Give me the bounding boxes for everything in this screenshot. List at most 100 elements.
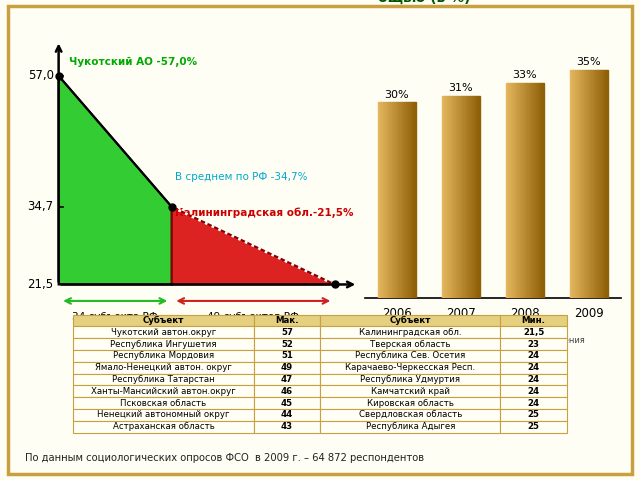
Bar bbox=[511, 83, 512, 298]
Bar bbox=[471, 96, 472, 298]
Bar bbox=[392, 102, 393, 298]
Bar bbox=[532, 83, 534, 298]
Bar bbox=[515, 83, 516, 298]
Bar bbox=[582, 70, 584, 298]
Bar bbox=[600, 70, 602, 298]
Bar bbox=[521, 83, 522, 298]
Bar bbox=[466, 96, 467, 298]
Bar bbox=[476, 96, 477, 298]
Bar bbox=[380, 102, 381, 298]
Bar bbox=[506, 83, 507, 298]
Bar bbox=[512, 83, 513, 298]
Bar bbox=[572, 70, 573, 298]
Bar bbox=[443, 96, 444, 298]
Bar bbox=[399, 102, 401, 298]
Bar bbox=[531, 83, 532, 298]
Bar bbox=[580, 70, 581, 298]
Text: 49 субъектов РФ: 49 субъектов РФ bbox=[207, 312, 300, 322]
Bar bbox=[453, 96, 454, 298]
Bar bbox=[479, 96, 480, 298]
Bar bbox=[456, 96, 457, 298]
Bar bbox=[462, 96, 463, 298]
Bar bbox=[535, 83, 536, 298]
Text: По данным социологических опросов ФСО  в 2009 г. – 64 872 респондентов: По данным социологических опросов ФСО в … bbox=[25, 454, 424, 463]
Bar bbox=[467, 96, 468, 298]
Polygon shape bbox=[172, 207, 335, 285]
Bar bbox=[415, 102, 416, 298]
Text: ощью (в %): ощью (в %) bbox=[378, 0, 470, 5]
Bar bbox=[605, 70, 607, 298]
Bar bbox=[577, 70, 579, 298]
Bar bbox=[598, 70, 599, 298]
Bar bbox=[381, 102, 383, 298]
Bar bbox=[540, 83, 541, 298]
Bar bbox=[452, 96, 453, 298]
Text: 35%: 35% bbox=[577, 57, 601, 67]
Bar bbox=[389, 102, 390, 298]
Text: В среднем по РФ -34,7%: В среднем по РФ -34,7% bbox=[175, 172, 308, 182]
Bar bbox=[604, 70, 605, 298]
Bar bbox=[442, 96, 443, 298]
Bar bbox=[513, 83, 515, 298]
Bar bbox=[410, 102, 411, 298]
Bar bbox=[536, 83, 538, 298]
Bar bbox=[534, 83, 535, 298]
Bar bbox=[404, 102, 406, 298]
Bar bbox=[398, 102, 399, 298]
Bar bbox=[595, 70, 596, 298]
Bar bbox=[585, 70, 586, 298]
Bar bbox=[445, 96, 447, 298]
Bar bbox=[477, 96, 479, 298]
Bar bbox=[539, 83, 540, 298]
Bar bbox=[522, 83, 524, 298]
Bar bbox=[465, 96, 466, 298]
Text: 33%: 33% bbox=[513, 70, 537, 80]
Text: 57,0: 57,0 bbox=[28, 69, 54, 83]
Bar bbox=[412, 102, 413, 298]
Bar bbox=[571, 70, 572, 298]
Bar bbox=[393, 102, 394, 298]
Bar bbox=[594, 70, 595, 298]
Bar bbox=[444, 96, 445, 298]
Bar bbox=[603, 70, 604, 298]
Bar bbox=[516, 83, 517, 298]
Bar bbox=[529, 83, 530, 298]
Bar bbox=[472, 96, 474, 298]
Bar bbox=[470, 96, 471, 298]
Bar bbox=[508, 83, 509, 298]
Bar bbox=[509, 83, 511, 298]
Bar bbox=[541, 83, 543, 298]
Bar bbox=[463, 96, 465, 298]
Bar bbox=[507, 83, 508, 298]
Bar bbox=[454, 96, 456, 298]
Bar bbox=[525, 83, 526, 298]
Bar bbox=[383, 102, 384, 298]
Bar bbox=[575, 70, 576, 298]
Bar bbox=[590, 70, 591, 298]
Bar bbox=[448, 96, 449, 298]
Bar bbox=[576, 70, 577, 298]
Bar bbox=[451, 96, 452, 298]
Bar bbox=[461, 96, 462, 298]
Bar bbox=[460, 96, 461, 298]
Bar bbox=[394, 102, 396, 298]
Bar bbox=[411, 102, 412, 298]
Text: 30%: 30% bbox=[385, 90, 409, 99]
Bar bbox=[589, 70, 590, 298]
Bar bbox=[397, 102, 398, 298]
Bar bbox=[607, 70, 608, 298]
Bar bbox=[408, 102, 410, 298]
Bar bbox=[457, 96, 458, 298]
Bar bbox=[390, 102, 392, 298]
Bar bbox=[517, 83, 518, 298]
Bar bbox=[573, 70, 575, 298]
Bar bbox=[599, 70, 600, 298]
Bar bbox=[591, 70, 593, 298]
Bar bbox=[593, 70, 594, 298]
Bar bbox=[570, 70, 571, 298]
Bar bbox=[520, 83, 521, 298]
Bar bbox=[413, 102, 415, 298]
Text: 34 субъекта РФ: 34 субъекта РФ bbox=[72, 312, 158, 322]
Bar bbox=[588, 70, 589, 298]
Bar bbox=[384, 102, 385, 298]
